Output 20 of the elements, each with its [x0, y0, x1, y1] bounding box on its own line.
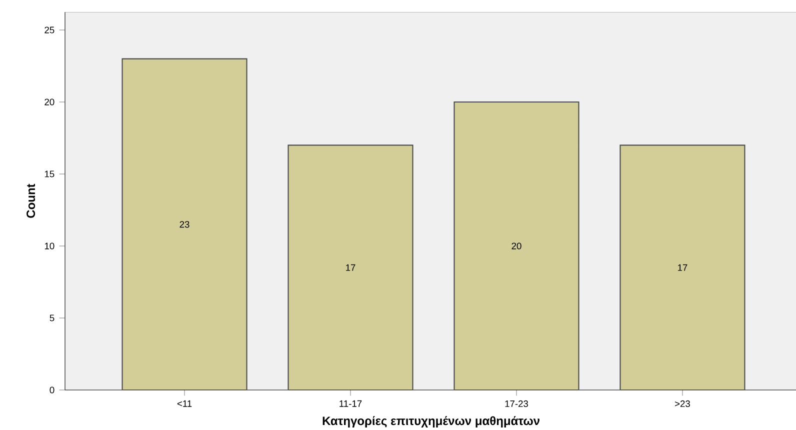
data-label: 17 — [678, 264, 688, 271]
x-tick-label: 17-23 — [505, 400, 528, 408]
x-tick-label: >23 — [675, 400, 690, 408]
x-axis-title: Κατηγορίες επιτυχημένων μαθημάτων — [322, 416, 540, 428]
y-tick-label: 5 — [50, 314, 54, 322]
data-label: 23 — [180, 221, 190, 228]
bar — [288, 144, 414, 390]
bar — [620, 144, 746, 390]
data-label: 17 — [346, 264, 356, 271]
y-tick-label: 20 — [44, 98, 54, 106]
x-tick-label: <11 — [177, 400, 192, 407]
bar — [122, 58, 248, 390]
y-tick-label: 10 — [44, 242, 54, 250]
y-axis-title: Count — [26, 184, 36, 218]
data-label: 20 — [512, 242, 522, 250]
y-tick-label: 25 — [44, 26, 54, 34]
x-tick-label: 11-17 — [340, 400, 362, 407]
y-tick-label: 0 — [50, 386, 54, 394]
y-tick-label: 15 — [44, 170, 54, 178]
bar — [454, 101, 580, 390]
